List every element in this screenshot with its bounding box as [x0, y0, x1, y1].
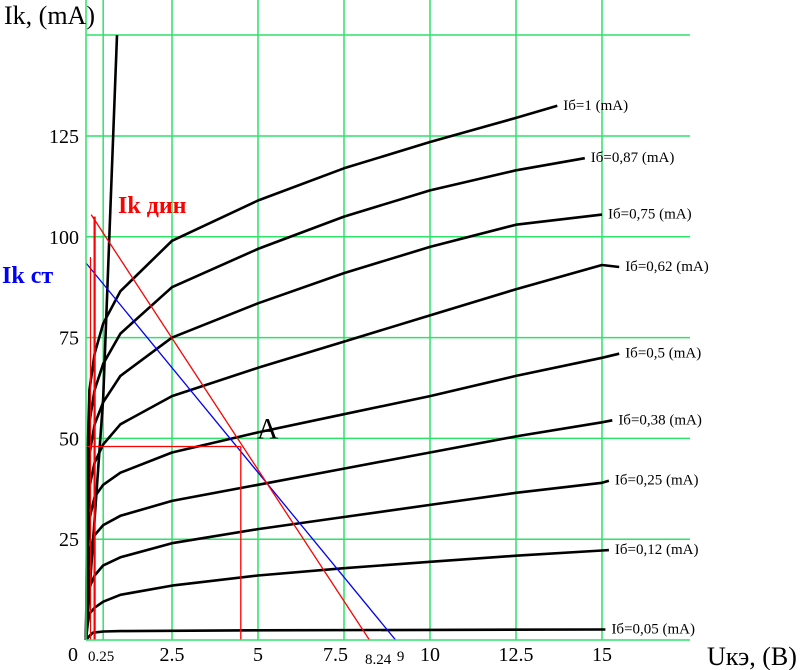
operating-point-label: A: [257, 412, 279, 445]
y-tick-label-2: 75: [59, 328, 79, 350]
dynamic-load-line: [90, 214, 370, 641]
y-tick-label-1: 50: [59, 428, 79, 450]
x-tick-label-3: 7.5: [323, 644, 348, 666]
series-label-3: Iб=0,38 (mA): [618, 412, 702, 428]
x-tick-label-0: 0.25: [88, 649, 114, 665]
series-label-1: Iб=0,12 (mA): [615, 542, 699, 558]
series-curve-2: [84, 479, 610, 641]
saturation-line: [84, 35, 119, 641]
load-lines: A Ik дин Ik ст: [2, 193, 397, 641]
y-tick-label-3: 100: [49, 227, 79, 249]
x-tick-label-4: 8.24: [365, 652, 392, 668]
tick-labels: 0.25 2.5 5 7.5 8.24 9 10 12.5 15 25 50 75 100 125: [49, 126, 612, 668]
curves: Iб=0,05 (mA) Iб=0,12 (mA) Iб=0,25 (mA) Iб=0…: [84, 35, 709, 641]
labels: Ik, (mA) Uкэ, (В) 0: [4, 1, 797, 670]
axes: [85, 0, 690, 641]
series-curve-3: [84, 419, 613, 641]
origin-label: 0: [68, 644, 78, 666]
grid: [86, 0, 690, 640]
x-tick-label-7: 12.5: [499, 644, 534, 666]
x-tick-label-5: 9: [397, 649, 405, 665]
y-tick-label-0: 25: [59, 529, 79, 551]
series-label-6: Iб=0,75 (mA): [608, 207, 692, 223]
series-label-4: Iб=0,5 (mA): [625, 346, 701, 362]
series-label-7: Iб=0,87 (mA): [591, 150, 675, 166]
x-tick-label-2: 5: [253, 644, 263, 666]
series-curve-5: [84, 263, 620, 641]
x-tick-label-8: 15: [592, 644, 612, 666]
x-tick-label-6: 10: [420, 644, 440, 666]
series-curve-0: [85, 628, 606, 641]
x-axis-title: Uкэ, (В): [707, 642, 797, 670]
static-load-line-label: Ik ст: [2, 263, 53, 289]
x-tick-label-1: 2.5: [160, 644, 185, 666]
dynamic-load-line-label: Ik дин: [118, 193, 187, 219]
series-curve-1: [84, 548, 609, 641]
series-label-2: Iб=0,25 (mA): [615, 473, 699, 489]
y-tick-label-4: 125: [49, 126, 79, 148]
series-label-8: Iб=1 (mA): [563, 98, 628, 114]
series-curve-4: [84, 352, 620, 641]
y-axis-title: Ik, (mA): [4, 1, 95, 30]
series-curve-8: [84, 104, 558, 641]
series-label-5: Iб=0,62 (mA): [625, 259, 709, 275]
series-label-0: Iб=0,05 (mA): [611, 622, 695, 638]
